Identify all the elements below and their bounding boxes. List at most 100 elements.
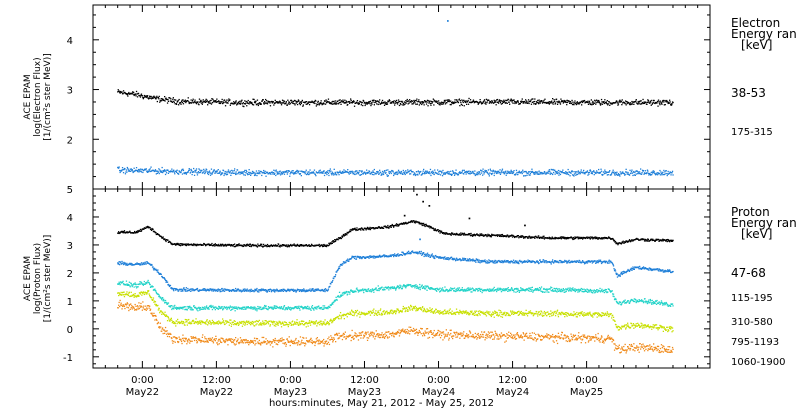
data-point <box>450 233 452 235</box>
data-point <box>374 257 376 259</box>
data-point <box>386 175 389 177</box>
data-point <box>629 269 631 271</box>
data-point <box>508 171 510 173</box>
data-point <box>466 103 468 105</box>
data-point <box>289 175 291 177</box>
data-point <box>140 230 143 232</box>
data-point <box>206 99 208 101</box>
data-point <box>569 101 572 103</box>
data-point <box>149 95 151 97</box>
data-point <box>625 171 627 173</box>
data-point <box>268 290 271 292</box>
data-point <box>218 100 220 102</box>
data-point <box>335 240 337 242</box>
data-point <box>409 252 411 254</box>
data-point <box>668 270 670 272</box>
data-point <box>438 103 440 106</box>
data-point <box>429 256 432 258</box>
data-point <box>299 309 301 311</box>
data-point <box>324 171 327 174</box>
data-point <box>600 98 603 101</box>
data-point <box>664 99 666 102</box>
data-point <box>318 170 320 172</box>
data-point <box>472 258 474 260</box>
data-point <box>200 102 202 104</box>
data-point <box>551 102 553 104</box>
data-point <box>352 171 354 173</box>
data-point <box>649 100 651 102</box>
data-point <box>614 174 616 176</box>
data-point <box>282 244 285 247</box>
data-point <box>577 103 579 105</box>
data-point <box>662 271 664 273</box>
data-point <box>299 244 302 246</box>
data-point <box>540 101 542 103</box>
data-point <box>488 175 490 177</box>
data-point <box>652 102 654 104</box>
data-point <box>342 100 345 103</box>
data-point <box>151 227 153 230</box>
data-point <box>621 172 623 174</box>
data-point <box>462 101 464 104</box>
data-point <box>591 173 593 175</box>
data-point <box>538 262 540 264</box>
data-point <box>170 98 172 100</box>
data-point <box>259 290 261 292</box>
data-point <box>241 171 243 173</box>
data-point <box>570 172 572 174</box>
data-point <box>565 173 567 175</box>
data-point <box>511 99 514 102</box>
data-point <box>667 101 669 103</box>
data-point <box>499 173 502 175</box>
data-point <box>667 173 669 175</box>
data-point <box>129 168 131 170</box>
data-point <box>306 290 308 292</box>
data-point <box>399 100 401 103</box>
data-point <box>298 289 300 291</box>
data-point <box>308 173 310 176</box>
data-point <box>566 171 568 174</box>
data-point <box>439 170 441 172</box>
data-point <box>334 173 336 175</box>
data-point <box>606 174 608 176</box>
data-point <box>542 237 545 239</box>
data-point <box>152 228 154 230</box>
data-point <box>302 308 304 310</box>
data-point <box>413 221 416 224</box>
data-point <box>301 290 303 292</box>
data-point <box>149 170 152 173</box>
data-point <box>349 230 351 232</box>
data-point <box>361 228 363 230</box>
data-point <box>185 306 187 308</box>
data-point <box>214 245 216 247</box>
data-point <box>517 235 519 237</box>
data-point <box>664 239 666 241</box>
data-point <box>525 172 528 174</box>
data-point <box>494 101 496 103</box>
data-point <box>186 309 188 311</box>
data-point <box>549 101 551 103</box>
data-point <box>177 307 179 309</box>
data-point <box>668 240 670 242</box>
data-point <box>285 171 287 173</box>
data-point <box>242 290 244 292</box>
data-point <box>379 99 381 101</box>
data-point <box>333 168 335 170</box>
data-point <box>274 245 276 247</box>
data-point <box>642 98 644 101</box>
data-point <box>265 289 267 291</box>
data-point <box>425 103 428 105</box>
data-point <box>139 264 141 266</box>
data-point <box>486 101 488 104</box>
data-point <box>207 101 209 103</box>
data-point <box>219 101 221 103</box>
data-point <box>430 226 432 228</box>
data-point <box>625 241 627 244</box>
data-point <box>367 256 370 258</box>
data-point <box>600 261 602 263</box>
data-point <box>413 173 415 176</box>
data-point <box>171 308 173 311</box>
data-point <box>212 98 214 100</box>
data-point <box>619 101 621 103</box>
data-point <box>220 289 222 291</box>
